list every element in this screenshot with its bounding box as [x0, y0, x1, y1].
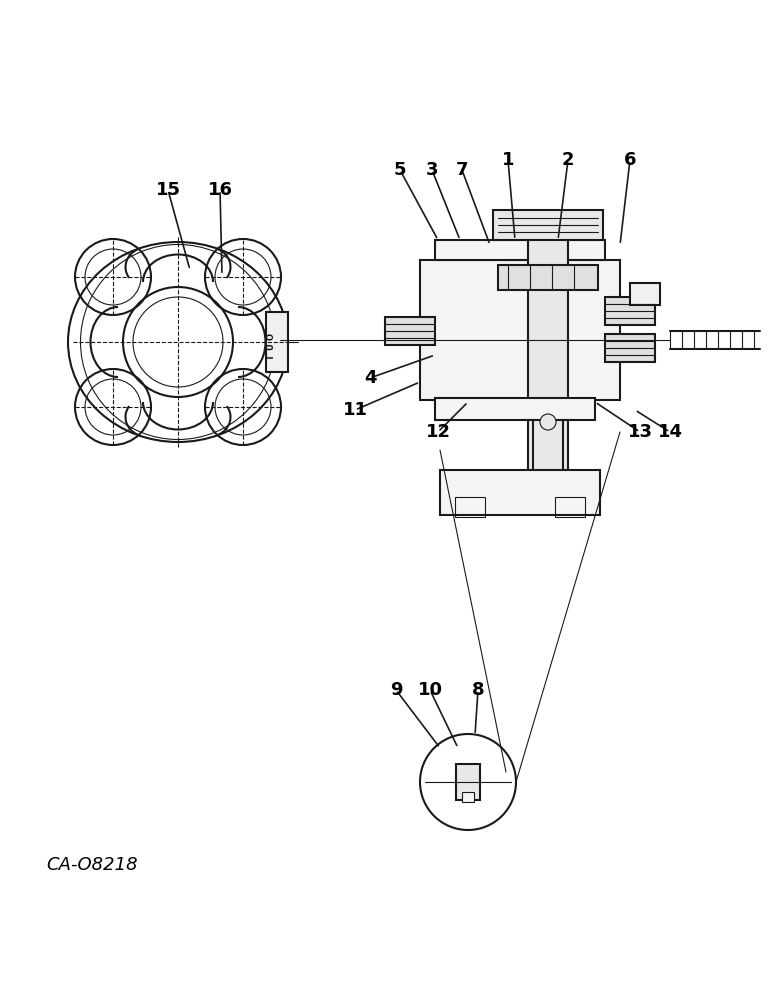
Bar [605, 334, 655, 362]
Text: CA-O8218: CA-O8218 [46, 856, 138, 874]
Text: 14: 14 [658, 423, 682, 441]
Bar [605, 297, 655, 325]
Bar [435, 398, 595, 420]
Bar [462, 792, 474, 802]
Bar [435, 240, 605, 260]
Bar [455, 497, 485, 517]
Bar [533, 420, 563, 475]
Text: 13: 13 [628, 423, 652, 441]
Text: 2: 2 [562, 151, 574, 169]
Text: 16: 16 [208, 181, 232, 199]
Bar [385, 317, 435, 345]
Text: 6: 6 [624, 151, 636, 169]
Bar [555, 497, 585, 517]
Text: 7: 7 [455, 161, 469, 179]
Text: T: T [266, 354, 276, 360]
Bar [630, 283, 660, 305]
Bar [440, 470, 600, 515]
Bar [420, 260, 620, 400]
Text: 4: 4 [364, 369, 376, 387]
Text: 15: 15 [155, 181, 181, 199]
Circle shape [420, 734, 516, 830]
Bar [498, 265, 598, 290]
Text: 12: 12 [425, 423, 451, 441]
Circle shape [540, 414, 556, 430]
Bar [493, 210, 603, 240]
Bar [456, 764, 480, 800]
Text: 3: 3 [425, 161, 438, 179]
Text: U: U [266, 344, 276, 350]
Text: 10: 10 [418, 681, 442, 699]
Bar [528, 225, 568, 480]
Bar [266, 312, 288, 372]
Text: 5: 5 [394, 161, 406, 179]
Text: 1: 1 [502, 151, 514, 169]
Text: 9: 9 [390, 681, 402, 699]
Text: O: O [266, 334, 276, 340]
Text: 11: 11 [343, 401, 367, 419]
Text: 8: 8 [472, 681, 484, 699]
